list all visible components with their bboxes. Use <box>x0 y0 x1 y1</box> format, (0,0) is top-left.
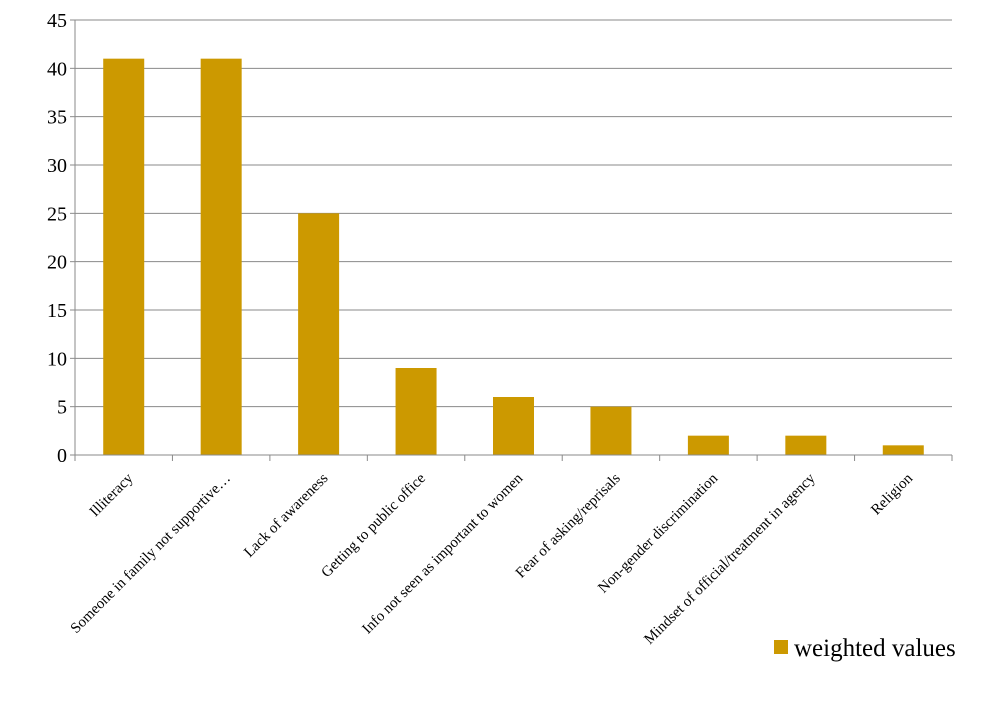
y-tick-label: 40 <box>47 58 67 80</box>
x-category-label: Info not seen as important to women <box>359 470 526 637</box>
bar <box>200 58 242 456</box>
y-axis-tick-labels: 0 5 10 15 20 25 30 35 40 45 <box>47 10 67 467</box>
y-tick-label: 35 <box>47 107 67 129</box>
bars <box>103 58 924 456</box>
axes <box>70 19 953 461</box>
x-category-label: Fear of asking/reprisals <box>513 470 624 581</box>
bar <box>298 213 340 455</box>
y-tick-label: 0 <box>57 445 67 467</box>
y-tick-label: 15 <box>47 300 67 322</box>
x-category-label: Mindset of official/treatment in agency <box>641 470 819 648</box>
x-category-label: Someone in family not supportive… <box>68 471 234 637</box>
y-tick-label: 45 <box>47 10 67 32</box>
bar <box>687 435 729 455</box>
x-category-label: Illiteracy <box>87 470 137 520</box>
x-category-label: Lack of awareness <box>241 470 331 560</box>
y-tick-label: 10 <box>47 348 67 370</box>
y-tick-label: 30 <box>47 155 67 177</box>
bar <box>395 368 437 455</box>
legend: weighted values <box>774 635 956 662</box>
legend-swatch <box>774 640 788 654</box>
bar <box>785 435 827 455</box>
x-category-label: Religion <box>868 470 916 518</box>
y-tick-label: 5 <box>57 397 67 419</box>
bar <box>590 406 632 455</box>
bar <box>882 445 924 455</box>
y-tick-label: 25 <box>47 203 67 225</box>
x-category-label: Getting to public office <box>318 470 429 581</box>
y-tick-label: 20 <box>47 252 67 274</box>
legend-label: weighted values <box>794 635 956 662</box>
bar <box>493 397 534 455</box>
bar <box>103 58 145 456</box>
